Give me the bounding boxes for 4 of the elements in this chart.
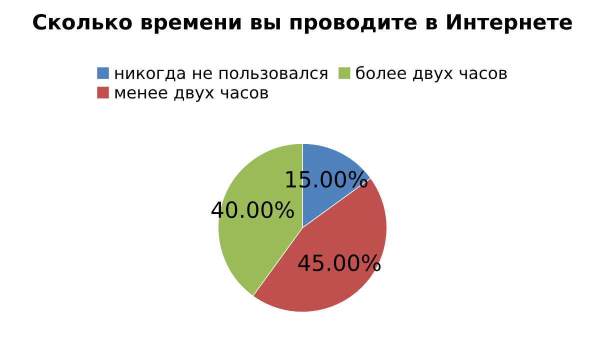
legend-label: более двух часов [356,66,507,82]
legend-label: менее двух часов [115,89,268,102]
chart-title: Сколько времени вы проводите в Интернете [33,14,572,34]
legend-label: никогда не пользовался [115,70,328,82]
